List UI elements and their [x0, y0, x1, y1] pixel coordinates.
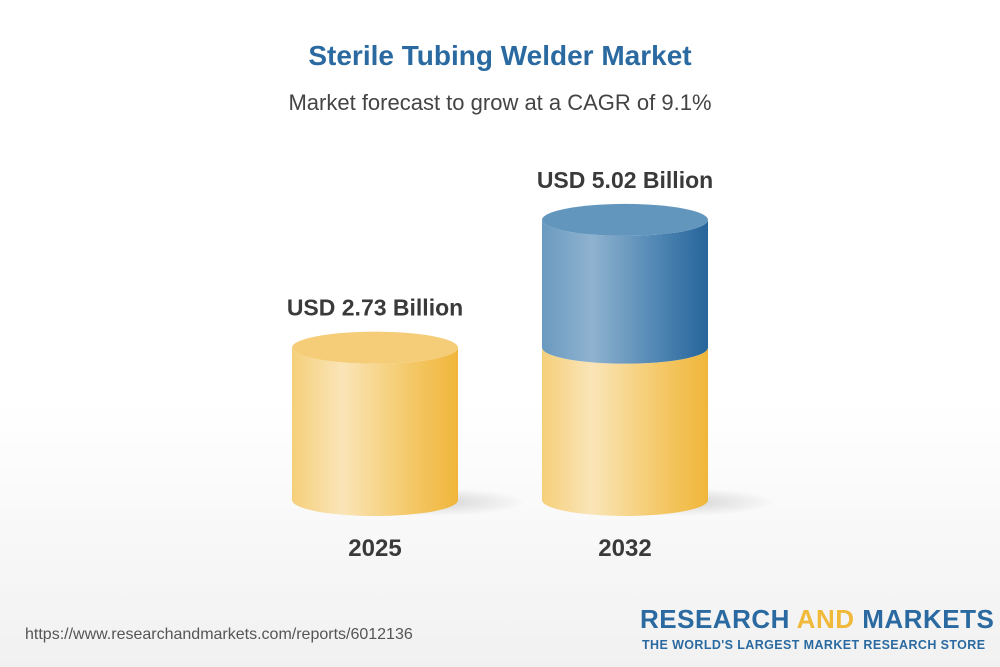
bar-2032-growth — [542, 219, 708, 364]
chart-title: Sterile Tubing Welder Market — [308, 40, 692, 71]
bar-top — [292, 331, 458, 364]
chart-subtitle: Market forecast to grow at a CAGR of 9.1… — [288, 90, 712, 115]
category-label: 2025 — [348, 535, 401, 562]
logo: RESEARCH AND MARKETS — [640, 604, 995, 634]
source-url[interactable]: https://www.researchandmarkets.com/repor… — [25, 626, 413, 643]
data-label: USD 5.02 Billion — [537, 167, 713, 193]
bar-2032-base — [542, 347, 708, 516]
bar-top — [542, 203, 708, 236]
bar-2025 — [292, 347, 458, 516]
logo-tagline: THE WORLD'S LARGEST MARKET RESEARCH STOR… — [642, 638, 986, 652]
category-label: 2032 — [598, 535, 651, 562]
data-label: USD 2.73 Billion — [287, 295, 463, 321]
